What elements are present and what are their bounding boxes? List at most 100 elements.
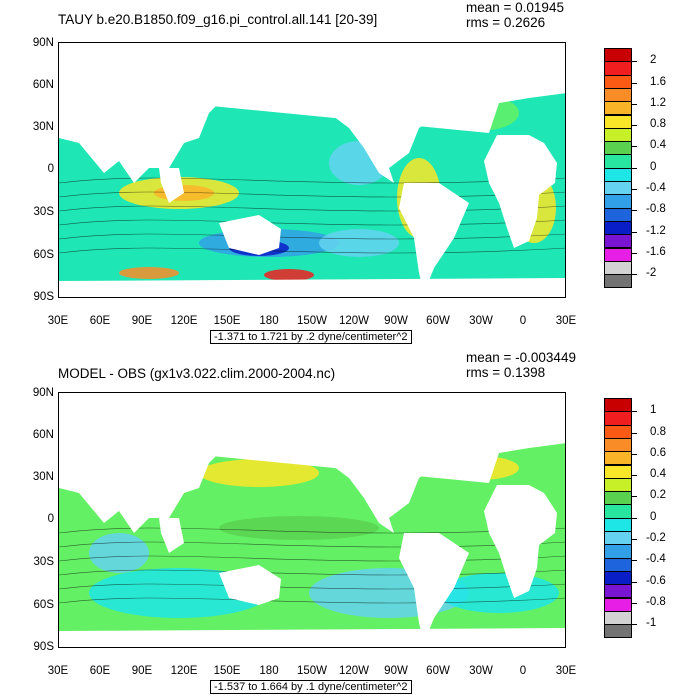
- colorbar-swatch: [604, 234, 632, 249]
- colorbar-swatch: [604, 74, 632, 89]
- map-plot: [58, 392, 566, 648]
- field-region: [319, 229, 399, 257]
- land-mask: [399, 183, 469, 293]
- land-mask: [159, 518, 184, 553]
- colorbar-swatch: [604, 597, 632, 612]
- colorbar-tick: [632, 624, 637, 626]
- y-tick-label: 90N: [32, 37, 54, 49]
- contour-line: [59, 205, 565, 212]
- y-tick-label: 30S: [33, 556, 54, 568]
- x-tick-label: 0: [519, 315, 527, 327]
- colorbar-tick: [632, 146, 637, 148]
- x-tick-label: 30E: [555, 315, 577, 327]
- x-tick-label: 90W: [384, 315, 408, 327]
- colorbar-swatch: [604, 464, 632, 479]
- colorbar-swatch: [604, 207, 632, 222]
- x-tick-label: 0: [519, 665, 527, 677]
- x-tick-label: 120W: [338, 665, 370, 677]
- land-mask: [484, 135, 557, 248]
- x-tick-label: 90W: [384, 665, 408, 677]
- map-field: [59, 393, 565, 647]
- panel-title: MODEL - OBS (gx1v3.022.clim.2000-2004.nc…: [58, 366, 336, 381]
- x-tick-label: 30W: [469, 665, 493, 677]
- colorbar-tick: [632, 167, 637, 169]
- colorbar-swatch: [604, 194, 632, 209]
- colorbar-label: 0.2: [650, 489, 666, 502]
- contour-range-label: -1.371 to 1.721 by .2 dyne/centimeter^2: [210, 330, 412, 344]
- colorbar-swatch: [604, 220, 632, 236]
- colorbar-label: 0.8: [650, 425, 666, 438]
- colorbar-label: -1.6: [646, 245, 666, 258]
- land-mask: [439, 48, 499, 88]
- land-mask: [484, 485, 557, 598]
- land-mask: [399, 533, 469, 643]
- colorbar-tick: [632, 252, 637, 254]
- x-tick-label: 30E: [47, 315, 69, 327]
- colorbar-tick: [632, 274, 637, 276]
- y-tick-label: 90N: [32, 387, 54, 399]
- colorbar-swatch: [604, 504, 632, 519]
- colorbar-swatch: [604, 517, 632, 532]
- colorbar-label: 0.4: [650, 468, 666, 481]
- land-mask: [59, 628, 565, 647]
- land-mask: [294, 423, 454, 533]
- colorbar-swatch: [604, 411, 632, 426]
- colorbar-label: 1.6: [650, 75, 666, 88]
- colorbar-swatch: [604, 557, 632, 572]
- mean-value: mean = 0.01945: [466, 0, 564, 15]
- panel-tauy: TAUY b.e20.B1850.f09_g16.pi_control.all.…: [32, 0, 666, 344]
- x-tick-label: 90E: [131, 665, 153, 677]
- x-tick-label: 180: [259, 665, 279, 677]
- contour-line: [59, 541, 565, 548]
- colorbar-tick: [632, 103, 637, 105]
- colorbar-tick: [632, 496, 637, 498]
- y-tick-label: 90S: [33, 641, 54, 653]
- colorbar-label: 1.2: [650, 96, 666, 109]
- colorbar-label: -0.4: [646, 553, 666, 566]
- rms-value: rms = 0.1398: [466, 365, 546, 380]
- colorbar-swatch: [604, 477, 632, 493]
- colorbar-label: -1.2: [646, 224, 666, 237]
- field-region: [264, 269, 314, 281]
- x-tick-label: 120W: [338, 315, 370, 327]
- colorbar-label: -0.2: [646, 531, 666, 544]
- colorbar-swatch: [604, 141, 632, 156]
- colorbar-label: -0.8: [646, 203, 666, 216]
- colorbar-tick: [632, 475, 637, 477]
- colorbar-swatch: [604, 181, 632, 196]
- colorbar-swatch: [604, 610, 632, 626]
- colorbar-tick: [632, 61, 637, 63]
- panel-title: TAUY b.e20.B1850.f09_g16.pi_control.all.…: [58, 12, 378, 27]
- rms-value: rms = 0.2626: [466, 15, 546, 30]
- colorbar-swatch: [604, 624, 632, 639]
- colorbar: 1 0.8 0.6 0.4 0.2 0 -0.2 -0.4 -0.6 -0.8 -1: [604, 398, 666, 639]
- colorbar-label: 0.8: [650, 118, 666, 131]
- mean-value: mean = -0.003449: [466, 350, 576, 365]
- colorbar-tick: [632, 453, 637, 455]
- contour-range-label: -1.537 to 1.664 by .1 dyne/centimeter^2: [210, 680, 412, 694]
- colorbar-swatch: [604, 48, 632, 63]
- colorbar-swatch: [604, 101, 632, 116]
- contour-line: [59, 555, 565, 562]
- y-tick-label: 60N: [32, 79, 54, 91]
- y-tick-label: 90S: [33, 291, 54, 303]
- colorbar-label: -0.8: [646, 595, 666, 608]
- field-region: [199, 459, 319, 487]
- colorbar-tick: [632, 517, 637, 519]
- contour-line: [59, 191, 565, 198]
- x-tick-label: 120E: [170, 665, 198, 677]
- x-tick-label: 150E: [213, 665, 241, 677]
- colorbar-label: 0.6: [650, 446, 666, 459]
- colorbar-swatch: [604, 424, 632, 439]
- colorbar-tick: [632, 581, 637, 583]
- land-mask: [294, 73, 454, 183]
- land-mask: [439, 398, 499, 438]
- colorbar: 2 1.6 1.2 0.8 0.4 0 -0.4 -0.8 -1.2 -1.6 -2: [604, 48, 666, 289]
- colorbar-tick: [632, 231, 637, 233]
- y-tick-label: 0: [47, 163, 54, 175]
- colorbar-swatch: [604, 167, 632, 182]
- colorbar-swatch: [604, 127, 632, 143]
- colorbar-swatch: [604, 584, 632, 599]
- x-tick-label: 180: [259, 315, 279, 327]
- colorbar-swatch: [604, 451, 632, 466]
